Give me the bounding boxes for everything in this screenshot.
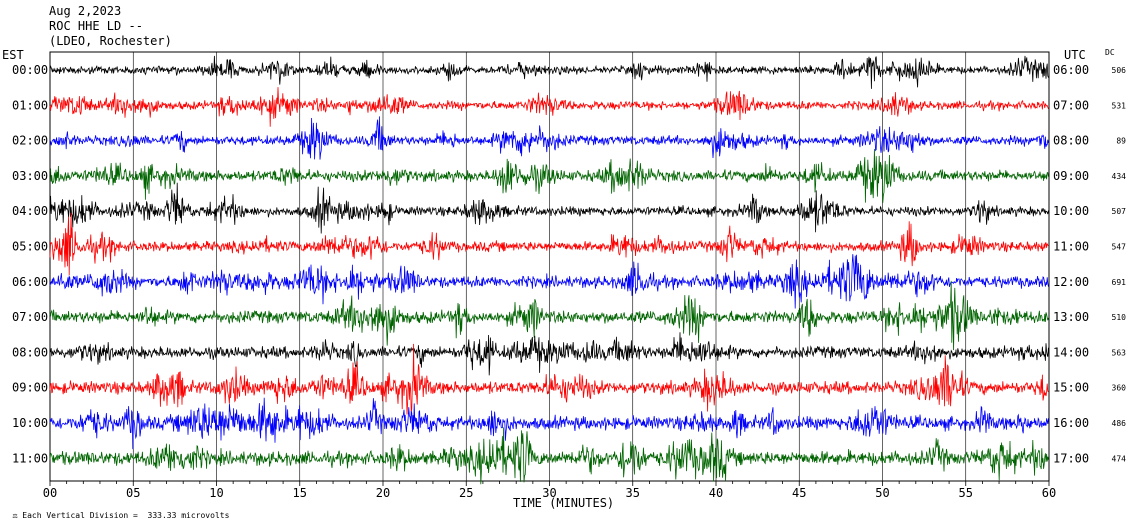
trace-line (49, 116, 1049, 160)
scale-icon: ⚖ (12, 511, 23, 520)
x-tick-label: 30 (542, 486, 556, 500)
trace-line (49, 397, 1049, 450)
utc-hour-label: 06:00 (1053, 63, 1089, 77)
trace-line (49, 280, 1049, 351)
est-hour-label: 10:00 (12, 416, 48, 430)
trace-line (49, 332, 1049, 376)
x-tick-label: 25 (459, 486, 473, 500)
trace-line (49, 87, 1049, 127)
est-axis-label: EST (2, 48, 24, 62)
utc-hour-label: 17:00 (1053, 451, 1089, 465)
dc-offset-label: 507 (1112, 207, 1127, 216)
est-hour-label: 00:00 (12, 63, 48, 77)
dc-offset-label: 563 (1112, 348, 1127, 357)
est-hour-label: 07:00 (12, 310, 48, 324)
trace-line (49, 254, 1049, 309)
chart-date: Aug 2,2023 (49, 4, 122, 18)
trace-line (49, 182, 1049, 234)
x-tick-label: 00 (43, 486, 57, 500)
dc-offset-label: 434 (1112, 172, 1127, 181)
dc-offset-label: 510 (1112, 313, 1127, 322)
x-tick-label: 15 (293, 486, 307, 500)
est-hour-label: 08:00 (12, 345, 48, 359)
est-hour-label: 01:00 (12, 98, 48, 112)
dc-offset-label: 531 (1112, 101, 1127, 110)
dc-column-label: DC (1105, 48, 1115, 57)
x-tick-label: 55 (959, 486, 973, 500)
dc-offset-label: 486 (1112, 419, 1127, 428)
utc-hour-label: 08:00 (1053, 134, 1089, 148)
trace-line (49, 212, 1049, 276)
x-tick-label: 40 (709, 486, 723, 500)
x-tick-label: 45 (792, 486, 806, 500)
utc-hour-label: 14:00 (1053, 345, 1089, 359)
dc-offset-label: 547 (1112, 243, 1127, 252)
trace-line (49, 55, 1049, 89)
x-tick-label: 35 (626, 486, 640, 500)
est-hour-label: 11:00 (12, 451, 48, 465)
est-hour-label: 05:00 (12, 240, 48, 254)
dc-offset-label: 360 (1112, 384, 1127, 393)
utc-axis-label: UTC (1064, 48, 1086, 62)
utc-hour-label: 16:00 (1053, 416, 1089, 430)
station-location: (LDEO, Rochester) (49, 34, 172, 48)
vertical-division-note: Each Vertical Division = 333.33 microvol… (22, 511, 230, 520)
dc-offset-label: 474 (1112, 454, 1127, 463)
trace-line (49, 148, 1049, 203)
footer-note: ⚖ Each Vertical Division = 333.33 microv… (3, 501, 230, 521)
utc-hour-label: 10:00 (1053, 204, 1089, 218)
dc-offset-label: 89 (1116, 137, 1126, 146)
utc-hour-label: 15:00 (1053, 381, 1089, 395)
est-hour-label: 04:00 (12, 204, 48, 218)
trace-line (49, 343, 1049, 415)
trace-line (49, 427, 1049, 485)
est-hour-label: 03:00 (12, 169, 48, 183)
x-tick-label: 05 (126, 486, 140, 500)
x-tick-label: 50 (875, 486, 889, 500)
est-hour-label: 06:00 (12, 275, 48, 289)
x-axis-title: TIME (MINUTES) (513, 496, 615, 510)
utc-hour-label: 09:00 (1053, 169, 1089, 183)
utc-hour-label: 11:00 (1053, 240, 1089, 254)
dc-offset-label: 691 (1112, 278, 1127, 287)
est-hour-label: 02:00 (12, 134, 48, 148)
utc-hour-label: 07:00 (1053, 98, 1089, 112)
station-code: ROC HHE LD -- (49, 19, 143, 33)
x-tick-label: 10 (209, 486, 223, 500)
utc-hour-label: 13:00 (1053, 310, 1089, 324)
dc-offset-label: 506 (1112, 66, 1127, 75)
x-tick-label: 20 (376, 486, 390, 500)
x-tick-label: 60 (1042, 486, 1056, 500)
est-hour-label: 09:00 (12, 381, 48, 395)
utc-hour-label: 12:00 (1053, 275, 1089, 289)
